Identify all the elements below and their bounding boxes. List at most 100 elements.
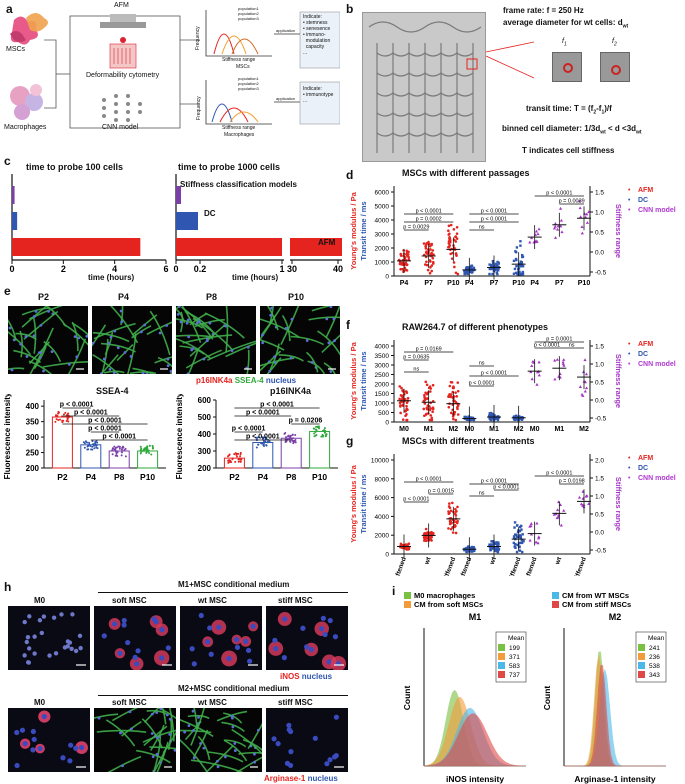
chart-d-y2tick-label: 0.0 (595, 250, 604, 257)
i-mean-value: 241 (649, 645, 660, 652)
nucleus (32, 634, 37, 639)
chart-ssea4-dot (111, 447, 114, 450)
chart-p16-dot (236, 455, 239, 458)
chart-f-dot (562, 358, 566, 361)
chart-d-dot (455, 225, 459, 229)
nucleus (121, 764, 124, 768)
nucleus (47, 653, 52, 658)
chart-g-y2tick-label: 0.5 (595, 512, 604, 519)
h-col-top-stiff: stiff MSC (278, 596, 313, 605)
d-title: MSCs with different passages (402, 168, 530, 178)
i-mean-swatch (638, 653, 645, 660)
fiber-cell (207, 340, 256, 361)
chart-p16-xtick-label: P4 (258, 472, 269, 482)
chart-ssea4-dot (124, 455, 127, 458)
nucleus (256, 728, 260, 732)
nucleus (101, 633, 107, 639)
fiber-cell (182, 334, 233, 344)
chart-p16-dot (264, 440, 267, 443)
chart-g-dot (493, 549, 496, 552)
h-image-bottom-m0 (8, 708, 90, 772)
nucleus (250, 623, 256, 629)
chart-ssea4-dot (83, 446, 86, 449)
chart-p16-dot (325, 433, 328, 436)
chart-f-dot (405, 413, 408, 416)
chart-f-dot (530, 377, 534, 381)
chart-ssea4-dot (123, 448, 126, 451)
fiber-cell (129, 371, 157, 374)
nucleus (19, 342, 23, 346)
chart-d-ytick-label: 4000 (375, 218, 390, 225)
chart-g-dot (448, 522, 452, 526)
nucleus (85, 334, 88, 338)
chart-p16-dot (234, 460, 237, 463)
chart-ssea4-dot (148, 444, 151, 447)
chart-d-dot (515, 264, 518, 268)
fiber-cell (223, 739, 248, 762)
chart-g-dot (518, 545, 521, 548)
chart-f-legend-marker: • (628, 361, 631, 368)
h-image-bottom-wt (180, 708, 262, 772)
c-row-label-afm: AFM (318, 238, 336, 247)
fiber-cell (180, 719, 214, 738)
chart-d-dot (577, 199, 582, 203)
chart-ssea4-dot (139, 452, 142, 455)
chart-ssea4-dot (116, 455, 119, 458)
chart-d-dot (449, 223, 453, 227)
c-right-tick-label: 40 (333, 264, 343, 272)
chart-d-dot (430, 252, 433, 256)
i-mean-value: 538 (649, 663, 660, 670)
chart-ssea4-dot (91, 445, 94, 448)
chart-g-dot (518, 549, 522, 552)
nucleus (207, 625, 213, 631)
chart-f-dot (520, 417, 524, 421)
chart-p16-dot (226, 455, 229, 458)
chart-f-dot (456, 404, 460, 408)
chart-d-ytick-label: 6000 (375, 190, 390, 197)
nucleus (65, 644, 70, 649)
nucleus (37, 745, 43, 752)
frame-rate: frame rate: f = 250 Hz (503, 6, 584, 15)
chart-p16-dot (294, 433, 297, 436)
i-title: M2 (609, 612, 622, 622)
fiber-cell (92, 324, 107, 347)
fiber-cell (103, 370, 125, 374)
chart-d-dot (488, 263, 491, 266)
chart-d-ytick-label: 2000 (375, 246, 390, 253)
chart-ssea4-dot (64, 411, 67, 414)
nucleus (288, 749, 294, 755)
nucleus (327, 617, 333, 624)
chart-d-dot (431, 256, 435, 260)
nucleus (247, 658, 253, 664)
fiber-cell (280, 306, 300, 345)
c-bar-right-dc (176, 212, 198, 230)
chart-g-group-label: softened (392, 556, 408, 576)
chart-g-dot (424, 539, 428, 543)
chart-d-dot (425, 260, 428, 264)
fiber-cell (71, 321, 79, 352)
nucleus (191, 709, 195, 713)
h-image-top-stiff (266, 606, 348, 670)
chart-g-dot (521, 550, 524, 554)
chart-f-legend-label: DC (638, 351, 648, 358)
chart-g-dot (516, 530, 520, 534)
chart-g-legend-marker: • (628, 475, 631, 482)
chart-d-dot (495, 263, 499, 267)
chart-d-ylabel-right: Stiffness range (614, 204, 623, 258)
f1-label: f1 (562, 38, 567, 48)
chart-d-dot (405, 253, 408, 256)
chart-f-dot (448, 384, 452, 388)
nucleus (246, 345, 250, 349)
chart-p16-dot (287, 435, 290, 438)
chart-g-group-label: stiffened (507, 556, 523, 576)
chart-g-dot (456, 505, 459, 509)
nucleus (191, 347, 195, 350)
nucleus (150, 732, 154, 735)
chart-d-group-label: P10 (447, 280, 460, 287)
c-left-tick-label: 2 (61, 264, 66, 272)
fiber-cell (278, 354, 304, 362)
chart-d-dot (449, 252, 452, 256)
chart-d-dot (514, 271, 518, 275)
chart-g-dot (518, 534, 522, 537)
chart-g-dot (424, 527, 428, 531)
